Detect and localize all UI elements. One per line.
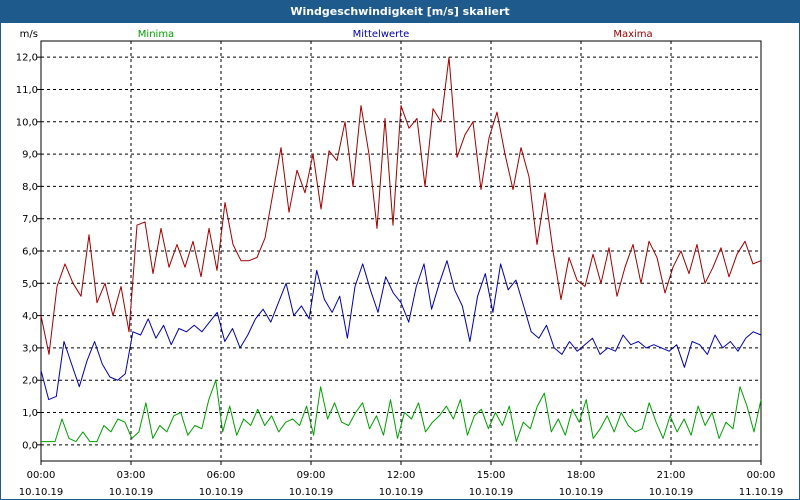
y-tick-label: 10,0: [16, 117, 38, 128]
x-tick-time: 21:00: [657, 470, 686, 481]
window-title: Windgeschwindigkeit [m/s] skaliert: [1, 1, 799, 23]
x-tick-time: 06:00: [207, 470, 236, 481]
series: [40, 56, 762, 443]
x-tick-time: 00:00: [747, 470, 776, 481]
y-tick-label: 8,0: [22, 182, 38, 193]
y-tick-label: 9,0: [22, 150, 38, 161]
x-tick-time: 09:00: [297, 470, 326, 481]
x-tick-time: 00:00: [27, 470, 56, 481]
x-tick-date: 10.10.19: [199, 487, 244, 498]
line-chart: 0,0 1,0 2,0 3,0 4,0 5,0 6,0 7,0 8,0 9,0 10,0 11,0 12…: [16, 29, 784, 498]
x-tick-date: 10.10.19: [19, 487, 64, 498]
y-tick-label: 4,0: [22, 311, 38, 322]
x-tick-time: 18:00: [567, 470, 596, 481]
series-line-minima: [41, 379, 762, 443]
x-tick-date: 10.10.19: [469, 487, 514, 498]
legend-maxima: Maxima: [613, 29, 652, 40]
x-tick-date: 11.10.19: [739, 487, 784, 498]
x-tick-date: 10.10.19: [559, 487, 604, 498]
legend-minima: Minima: [138, 29, 174, 40]
y-axis-label: m/s: [20, 29, 38, 40]
y-tick-label: 7,0: [22, 214, 38, 225]
y-tick-label: 6,0: [22, 247, 38, 258]
x-tick-time: 15:00: [477, 470, 506, 481]
y-tick-label: 2,0: [22, 376, 38, 387]
x-tick-time: 03:00: [117, 470, 146, 481]
x-tick-date: 10.10.19: [649, 487, 694, 498]
series-line-mittelwerte: [40, 260, 762, 401]
y-tick-label: 12,0: [16, 53, 38, 64]
x-tick-date: 10.10.19: [289, 487, 334, 498]
y-tick-label: 0,0: [22, 440, 38, 451]
grid: [41, 41, 761, 461]
y-tick-label: 1,0: [22, 408, 38, 419]
axes: 0,0 1,0 2,0 3,0 4,0 5,0 6,0 7,0 8,0 9,0 10,0 11,0 12…: [16, 29, 784, 498]
x-tick-date: 10.10.19: [379, 487, 424, 498]
series-line-maxima: [40, 56, 762, 355]
x-tick-date: 10.10.19: [109, 487, 154, 498]
y-tick-label: 11,0: [16, 85, 38, 96]
x-tick-time: 12:00: [387, 470, 416, 481]
legend: Minima Mittelwerte Maxima: [138, 29, 653, 40]
legend-mittelwerte: Mittelwerte: [353, 29, 410, 40]
y-tick-label: 5,0: [22, 279, 38, 290]
y-tick-label: 3,0: [22, 343, 38, 354]
